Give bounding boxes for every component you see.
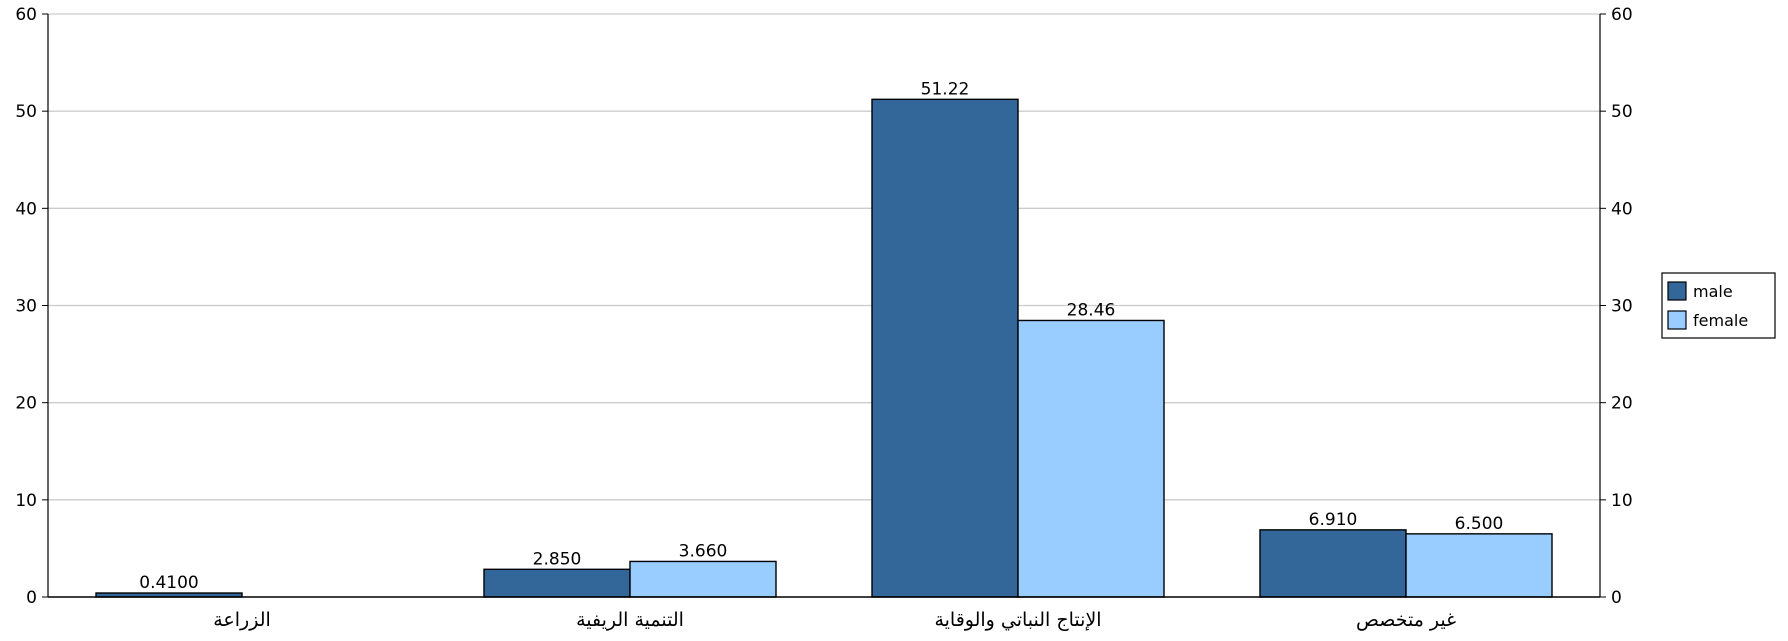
legend-swatch-female <box>1667 310 1687 330</box>
y-tick-label-right: 10 <box>1611 491 1633 511</box>
axes: 0 0 10 10 20 20 30 30 40 40 50 50 60 60 الزراعة التنمية… <box>15 5 1632 631</box>
y-tick-label-left: 0 <box>26 588 37 608</box>
bar-male-2 <box>871 98 1019 598</box>
data-label-male-0: 0.4100 <box>139 573 198 593</box>
x-category-label: الزراعة <box>213 609 271 631</box>
y-tick-label-left: 30 <box>15 297 37 317</box>
y-tick-label-right: 0 <box>1611 588 1622 608</box>
y-tick-label-right: 20 <box>1611 394 1633 414</box>
y-tick-label-left: 50 <box>15 102 37 122</box>
y-tick-label-right: 60 <box>1611 5 1633 25</box>
y-tick-label-left: 40 <box>15 199 37 219</box>
bar-male-3 <box>1259 529 1407 598</box>
y-tick-label-left: 10 <box>15 491 37 511</box>
bar-male-1 <box>483 568 631 598</box>
data-label-female-1: 3.660 <box>679 541 728 561</box>
data-label-male-3: 6.910 <box>1309 510 1358 530</box>
bars <box>95 98 1553 598</box>
y-tick-label-left: 60 <box>15 5 37 25</box>
data-label-male-2: 51.22 <box>921 79 970 99</box>
bar-female-3 <box>1405 533 1553 598</box>
data-label-female-3: 6.500 <box>1455 514 1504 534</box>
data-label-male-1: 2.850 <box>533 549 582 569</box>
y-tick-label-right: 50 <box>1611 102 1633 122</box>
legend-swatch-male <box>1667 281 1687 301</box>
legend: male female <box>1661 272 1776 339</box>
legend-label-male: male <box>1693 282 1733 301</box>
x-category-label: غير متخصص <box>1356 609 1456 631</box>
bar-female-2 <box>1017 319 1165 598</box>
bar-female-1 <box>629 560 777 598</box>
x-category-label: التنمية الريفية <box>576 609 684 631</box>
legend-label-female: female <box>1693 311 1748 330</box>
y-tick-label-right: 40 <box>1611 199 1633 219</box>
y-tick-label-right: 30 <box>1611 297 1633 317</box>
x-category-label: الإنتاج النباتي والوقاية <box>934 609 1101 631</box>
y-tick-label-left: 20 <box>15 394 37 414</box>
data-label-female-2: 28.46 <box>1067 300 1116 320</box>
data-labels: 0.4100 2.850 3.660 51.22 28.46 6.910 6.500 <box>139 79 1503 593</box>
grid-lines <box>48 13 1600 501</box>
